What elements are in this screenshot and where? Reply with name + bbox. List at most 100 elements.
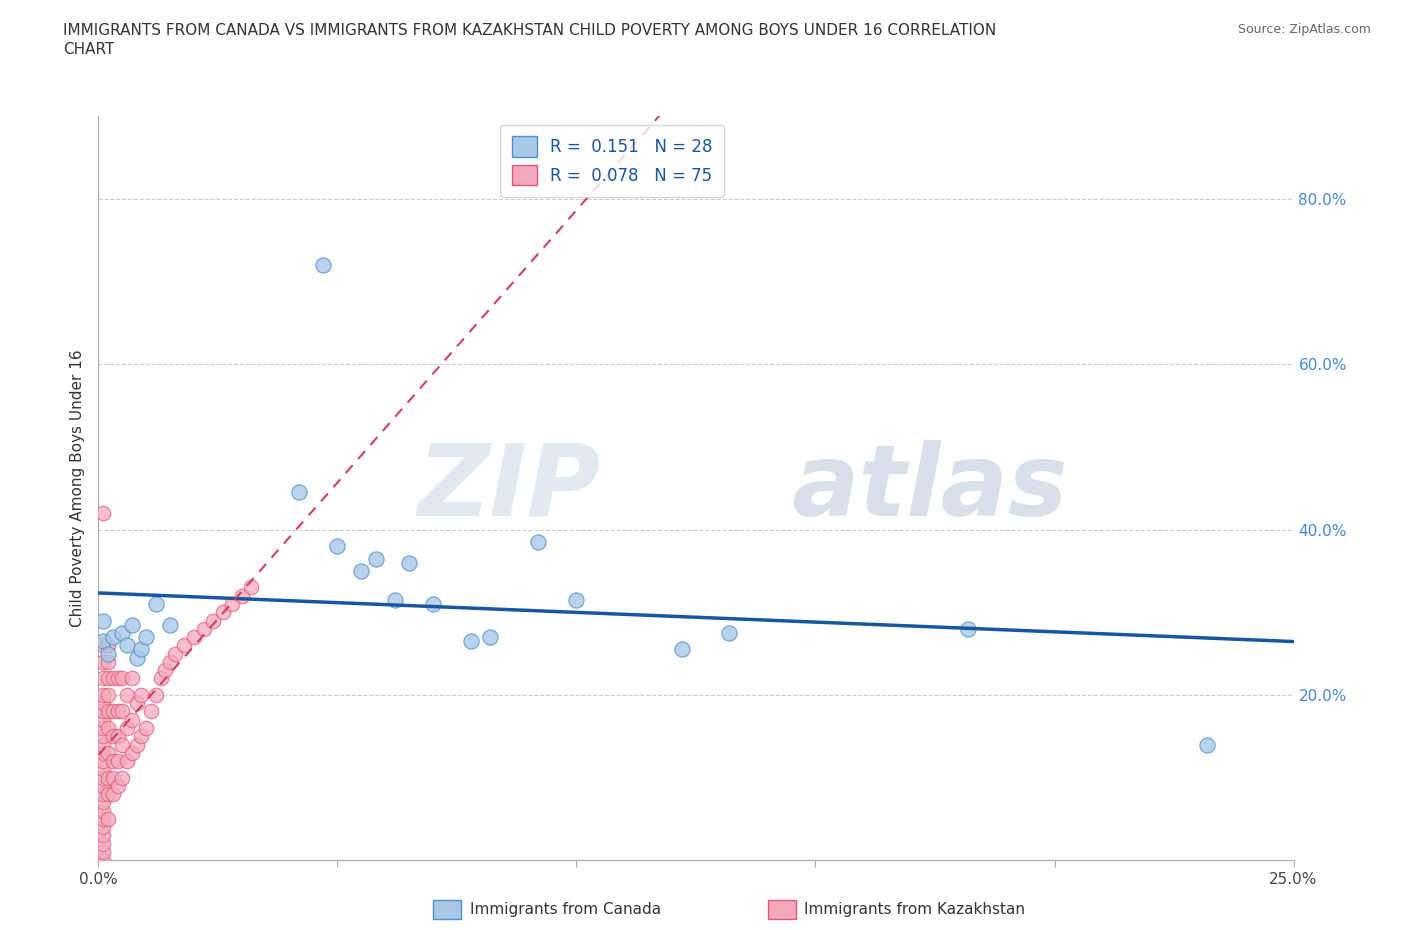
Point (107, 778, 129, 793)
Point (131, 687, 153, 702)
Point (398, 555, 420, 570)
Point (91, 506, 114, 521)
Point (460, 633, 482, 648)
Point (91, 770, 114, 785)
Point (135, 721, 157, 736)
Point (139, 704, 162, 719)
Point (101, 729, 124, 744)
Point (125, 650, 148, 665)
Point (125, 737, 148, 752)
Legend: R =  0.151   N = 28, R =  0.078   N = 75: R = 0.151 N = 28, R = 0.078 N = 75 (501, 125, 724, 197)
Point (121, 671, 143, 685)
Point (107, 671, 129, 685)
Point (565, 592, 588, 607)
Point (718, 626, 741, 641)
Point (101, 753, 124, 768)
Point (101, 770, 124, 785)
Point (91, 638, 114, 653)
Point (111, 671, 134, 685)
Point (231, 589, 253, 604)
Point (91, 729, 114, 744)
Point (91, 795, 114, 810)
Point (91, 737, 114, 752)
Point (91, 687, 114, 702)
Point (145, 596, 167, 611)
Point (91, 753, 114, 768)
Point (479, 630, 502, 644)
Point (91, 778, 114, 793)
Point (111, 770, 134, 785)
Text: Immigrants from Kazakhstan: Immigrants from Kazakhstan (804, 902, 1025, 917)
Point (121, 745, 143, 760)
Point (91, 633, 114, 648)
Point (91, 696, 114, 711)
Point (240, 580, 263, 595)
Point (121, 712, 143, 727)
Point (91, 721, 114, 736)
Point (384, 592, 406, 607)
Point (97, 704, 120, 719)
Y-axis label: Child Poverty Among Boys Under 16: Child Poverty Among Boys Under 16 (69, 350, 84, 627)
Point (1197, 737, 1219, 752)
Point (312, 258, 335, 272)
Point (91, 787, 114, 802)
Point (91, 836, 114, 851)
Point (155, 663, 177, 678)
Point (107, 704, 129, 719)
Text: ZIP: ZIP (418, 440, 600, 537)
Point (173, 638, 195, 653)
Point (97, 655, 120, 670)
Point (97, 787, 120, 802)
Point (115, 753, 138, 768)
Point (101, 704, 124, 719)
Point (91, 712, 114, 727)
Point (91, 844, 114, 859)
Point (221, 596, 243, 611)
Point (671, 642, 693, 657)
Point (115, 721, 138, 736)
Point (193, 621, 215, 636)
Point (101, 630, 124, 644)
Point (91, 804, 114, 818)
Text: IMMIGRANTS FROM CANADA VS IMMIGRANTS FROM KAZAKHSTAN CHILD POVERTY AMONG BOYS UN: IMMIGRANTS FROM CANADA VS IMMIGRANTS FRO… (63, 23, 997, 38)
Point (115, 638, 138, 653)
Point (91, 745, 114, 760)
Point (111, 704, 134, 719)
Point (97, 745, 120, 760)
Point (159, 655, 181, 670)
Point (131, 642, 153, 657)
Point (107, 729, 129, 744)
Point (957, 621, 980, 636)
Point (101, 787, 124, 802)
Point (91, 828, 114, 843)
Text: CHART: CHART (63, 42, 115, 57)
Point (91, 762, 114, 777)
Point (211, 604, 233, 619)
Text: Immigrants from Canada: Immigrants from Canada (470, 902, 661, 917)
Text: atlas: atlas (792, 440, 1069, 537)
Point (91, 704, 114, 719)
Point (111, 737, 134, 752)
Point (364, 551, 387, 566)
Point (135, 630, 157, 644)
Point (97, 721, 120, 736)
Point (121, 618, 143, 632)
Point (149, 671, 172, 685)
Point (97, 687, 120, 702)
Point (131, 729, 153, 744)
Point (91, 655, 114, 670)
Point (91, 812, 114, 827)
Point (97, 812, 120, 827)
Point (422, 596, 444, 611)
Point (91, 819, 114, 834)
Point (159, 618, 181, 632)
Point (97, 646, 120, 661)
Point (101, 671, 124, 685)
Point (145, 687, 167, 702)
Point (115, 687, 138, 702)
Point (91, 853, 114, 868)
Point (527, 535, 550, 550)
Point (97, 671, 120, 685)
Point (183, 630, 205, 644)
Point (202, 613, 225, 628)
